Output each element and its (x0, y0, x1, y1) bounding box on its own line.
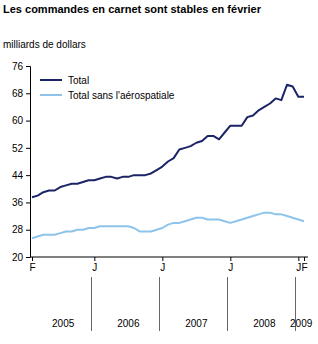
x-tick-label: J (228, 262, 233, 273)
series-line (32, 213, 304, 239)
y-tick-label: 68 (12, 88, 24, 99)
y-tick-mark (26, 175, 30, 176)
x-group-label: 2006 (117, 318, 140, 329)
x-tick-mark (162, 257, 163, 261)
y-axis: 20 28 36 44 52 60 68 76 (12, 61, 31, 263)
x-group-separator (295, 277, 296, 331)
x-axis: FJJJJF (29, 257, 308, 273)
legend-swatch (40, 79, 62, 81)
x-group-label: 2007 (185, 318, 208, 329)
y-axis-title: milliards de dollars (3, 39, 86, 50)
y-tick-mark (26, 121, 30, 122)
x-tick: F (301, 257, 307, 273)
x-tick-label: J (160, 262, 165, 273)
x-group-separator (159, 277, 160, 331)
y-tick: 44 (12, 170, 30, 181)
title: Les commandes en carnet sont stables en … (3, 3, 262, 15)
legend-swatch (40, 94, 62, 96)
x-tick: J (160, 257, 165, 273)
y-tick-label: 76 (12, 61, 24, 72)
x-tick-label: J (92, 262, 97, 273)
y-tick-label: 44 (12, 170, 24, 181)
x-tick-mark (298, 257, 299, 261)
x-groups: 2005 2006 2007 2008 2009 (52, 277, 313, 331)
y-tick-label: 28 (12, 224, 24, 235)
x-tick: J (92, 257, 97, 273)
legend: Total Total sans l'aérospatiale (40, 75, 175, 101)
series-line (32, 85, 304, 198)
y-tick-label: 52 (12, 143, 24, 154)
x-tick-mark (304, 257, 305, 261)
y-tick-mark (26, 230, 30, 231)
y-tick: 60 (12, 115, 30, 126)
y-tick-mark (26, 93, 30, 94)
legend-label: Total (68, 75, 89, 86)
y-tick-mark (26, 66, 30, 67)
x-tick-mark (230, 257, 231, 261)
y-tick-label: 60 (12, 115, 24, 126)
legend-label: Total sans l'aérospatiale (68, 90, 175, 101)
y-tick: 76 (12, 61, 30, 72)
y-axis-line (26, 67, 31, 258)
y-tick-label: 20 (12, 252, 24, 263)
x-group-label: 2009 (290, 318, 313, 329)
x-tick-label: F (29, 262, 35, 273)
y-tick: 52 (12, 143, 30, 154)
chart: Les commandes en carnet sont stables en … (0, 0, 318, 344)
x-tick-mark (94, 257, 95, 261)
x-tick-mark (32, 257, 33, 261)
y-tick: 36 (12, 197, 30, 208)
y-tick: 68 (12, 88, 30, 99)
x-group-separator (227, 277, 228, 331)
y-tick-mark (26, 202, 30, 203)
x-group-label: 2008 (253, 318, 276, 329)
plot-area (32, 85, 304, 238)
x-tick-label: F (301, 262, 307, 273)
y-tick-mark (26, 257, 30, 258)
x-tick: F (29, 257, 35, 273)
x-group-label: 2005 (52, 318, 75, 329)
y-tick-mark (26, 148, 30, 149)
x-group-separator (91, 277, 92, 331)
y-tick: 28 (12, 224, 30, 235)
y-tick: 20 (12, 252, 30, 263)
y-tick-label: 36 (12, 197, 24, 208)
x-tick: J (228, 257, 233, 273)
x-axis-line (30, 257, 308, 258)
